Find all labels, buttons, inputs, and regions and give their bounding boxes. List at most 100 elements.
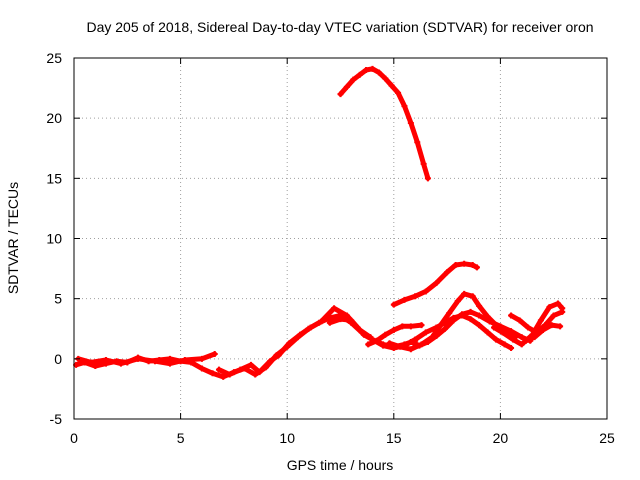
data-point [486, 318, 493, 325]
data-point [433, 332, 440, 339]
series-track-late [491, 300, 566, 348]
x-tick-label: 25 [599, 430, 615, 446]
data-point [437, 322, 444, 329]
data-point [416, 342, 423, 349]
series-track-mid-3 [407, 308, 534, 349]
data-point [450, 317, 457, 324]
data-point [559, 308, 566, 315]
data-point [373, 337, 380, 344]
data-point [211, 351, 218, 358]
data-point [518, 334, 525, 341]
data-point [375, 69, 382, 76]
data-point [369, 65, 376, 72]
data-point [407, 338, 414, 345]
data-point [508, 345, 515, 352]
data-point [418, 322, 425, 329]
data-point [537, 317, 544, 324]
data-point [275, 352, 282, 359]
series-track-baseline-c [215, 305, 374, 378]
data-point [117, 360, 124, 367]
data-point [286, 340, 293, 347]
series-track-short [365, 322, 425, 348]
data-point [382, 75, 389, 82]
data-point [348, 317, 355, 324]
data-point [467, 316, 474, 323]
data-point [252, 371, 259, 378]
y-axis-label: SDTVAR / TECUs [5, 182, 21, 294]
data-point [476, 312, 483, 319]
y-tick-label: -5 [50, 411, 63, 427]
data-point [380, 342, 387, 349]
y-tick-label: 10 [46, 231, 62, 247]
data-point [407, 119, 414, 126]
data-point [412, 293, 419, 300]
data-point [318, 318, 325, 325]
data-point [399, 323, 406, 330]
data-point [296, 331, 303, 338]
data-point [540, 326, 547, 333]
data-point [452, 261, 459, 268]
data-point [548, 322, 555, 329]
series-line [338, 66, 431, 181]
data-point [267, 358, 274, 365]
y-tick-label: 15 [46, 170, 62, 186]
data-point [152, 358, 159, 365]
data-point [388, 82, 395, 89]
data-point [247, 361, 254, 368]
data-point [390, 326, 397, 333]
y-tick-label: 20 [46, 110, 62, 126]
data-point [446, 310, 453, 317]
data-point [473, 264, 480, 271]
data-point [550, 312, 557, 319]
data-point [516, 317, 523, 324]
x-tick-label: 15 [386, 430, 402, 446]
data-point [531, 334, 538, 341]
y-tick-label: 0 [54, 351, 62, 367]
data-point [331, 305, 338, 312]
data-point [414, 139, 421, 146]
data-point [226, 371, 233, 378]
data-point [307, 324, 314, 331]
data-point [134, 355, 141, 362]
data-point [390, 301, 397, 308]
x-tick-label: 20 [493, 430, 509, 446]
data-point [337, 316, 344, 323]
data-point [467, 308, 474, 315]
data-point [102, 357, 109, 364]
data-point [420, 160, 427, 167]
data-point [461, 260, 468, 267]
data-point [343, 83, 350, 90]
series-line [391, 261, 480, 308]
data-point [422, 329, 429, 336]
data-point [88, 359, 95, 366]
data-point [356, 71, 363, 78]
data-point [365, 341, 372, 348]
data-point [401, 103, 408, 110]
data-point [337, 91, 344, 98]
data-point [395, 89, 402, 96]
data-point [401, 296, 408, 303]
data-point [407, 346, 414, 353]
data-point [557, 323, 564, 330]
series-line [75, 351, 218, 367]
data-point [386, 340, 393, 347]
data-point [525, 324, 532, 331]
data-point [407, 323, 414, 330]
series-track-late-3 [522, 322, 564, 344]
data-point [237, 366, 244, 373]
grid [74, 58, 607, 419]
data-point [215, 366, 222, 373]
data-point [461, 290, 468, 297]
data-point [522, 337, 529, 344]
data-point [508, 312, 515, 319]
data-point [518, 341, 525, 348]
data-point [424, 175, 431, 182]
data-point [220, 373, 227, 380]
data-point [454, 298, 461, 305]
data-point [546, 304, 553, 311]
data-point [209, 370, 216, 377]
y-tick-label: 25 [46, 50, 62, 66]
x-axis-label: GPS time / hours [287, 457, 394, 473]
axis-ticks: 0 5 10 15 20 25 -5 0 5 10 15 20 25 [46, 50, 615, 446]
